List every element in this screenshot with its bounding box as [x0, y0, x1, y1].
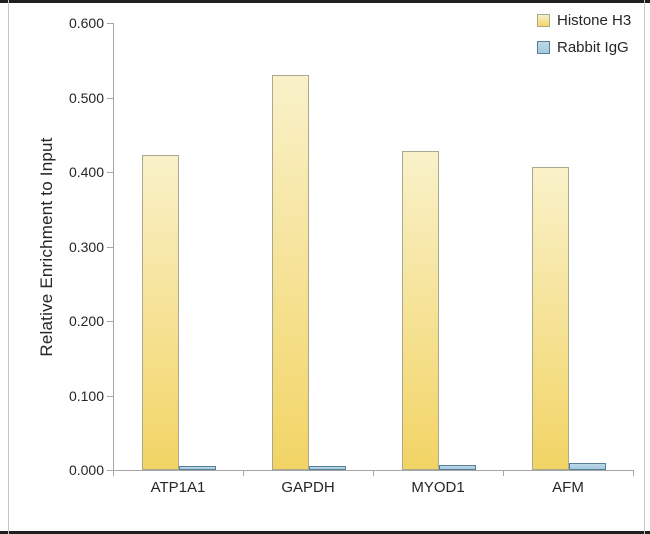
y-tick-label-4: 0.400	[68, 164, 104, 180]
x-category-label-myod1: MYOD1	[411, 479, 465, 496]
x-tick-mark-1	[243, 471, 244, 476]
y-tick-label-0: 0.000	[68, 462, 104, 478]
x-category-label-gapdh: GAPDH	[281, 479, 335, 496]
x-tick-mark-4	[633, 471, 634, 476]
left-rule	[8, 0, 9, 534]
legend-row-rabbit-igg: Rabbit IgG	[537, 34, 631, 61]
legend-label: Rabbit IgG	[557, 39, 629, 56]
bar-rabbit-igg-afm	[569, 463, 606, 470]
bar-histone-h3-afm	[532, 167, 569, 470]
y-tick-mark-4	[107, 172, 113, 173]
bar-rabbit-igg-atp1a1	[179, 466, 216, 470]
legend: Histone H3 Rabbit IgG	[537, 7, 631, 61]
bar-rabbit-igg-gapdh	[309, 466, 346, 470]
y-axis-title: Relative Enrichment to Input	[37, 137, 56, 357]
right-rule	[644, 0, 645, 534]
x-tick-mark-3	[503, 471, 504, 476]
bar-histone-h3-atp1a1	[142, 155, 179, 470]
y-tick-label-2: 0.200	[68, 313, 104, 329]
bottom-rule	[0, 531, 650, 534]
legend-row-histone-h3: Histone H3	[537, 7, 631, 34]
top-rule	[0, 0, 650, 3]
bar-rabbit-igg-myod1	[439, 465, 476, 470]
legend-swatch-icon	[537, 14, 550, 27]
x-tick-mark-0	[113, 471, 114, 476]
x-tick-mark-2	[373, 471, 374, 476]
bar-histone-h3-myod1	[402, 151, 439, 470]
y-tick-mark-6	[107, 23, 113, 24]
y-tick-label-3: 0.300	[68, 238, 104, 255]
y-tick-label-5: 0.500	[68, 89, 104, 106]
y-tick-mark-1	[107, 395, 113, 397]
y-tick-mark-0	[107, 470, 113, 471]
bar-histone-h3-gapdh	[272, 75, 309, 470]
y-tick-label-6: 0.600	[68, 15, 104, 31]
y-tick-mark-2	[107, 321, 113, 322]
legend-label: Histone H3	[557, 12, 632, 29]
y-tick-label-1: 0.100	[68, 387, 104, 404]
plot-area	[113, 23, 634, 471]
x-category-label-afm: AFM	[552, 479, 584, 496]
y-tick-mark-3	[107, 246, 113, 248]
y-tick-mark-5	[107, 97, 113, 99]
legend-swatch-icon	[537, 41, 550, 54]
x-category-label-atp1a1: ATP1A1	[150, 479, 206, 496]
